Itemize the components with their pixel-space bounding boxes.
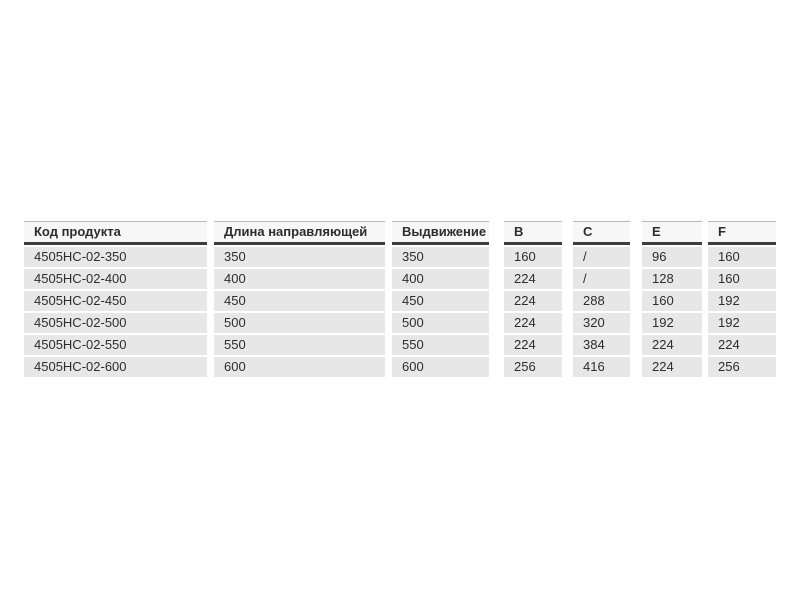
table-cell: 224: [642, 335, 702, 355]
product-spec-table: Код продукта 4505HC-02-350 4505HC-02-400…: [24, 221, 776, 377]
table-column-c: C / / 288 320 384 416: [573, 221, 630, 377]
table-cell: 500: [392, 313, 489, 333]
table-cell: 384: [573, 335, 630, 355]
table-cell: 4505HC-02-350: [24, 247, 207, 267]
table-cell: 128: [642, 269, 702, 289]
table-cell: 320: [573, 313, 630, 333]
table-cell: 256: [504, 357, 562, 377]
table-cell: 224: [504, 335, 562, 355]
table-cell: 256: [708, 357, 776, 377]
table-cell: 450: [214, 291, 385, 311]
table-cell: 192: [708, 291, 776, 311]
table-column-f: F 160 160 192 192 224 256: [708, 221, 776, 377]
table-cell: 4505HC-02-550: [24, 335, 207, 355]
table-cell: 224: [504, 269, 562, 289]
column-header-b: B: [504, 221, 562, 245]
table-cell: 224: [504, 313, 562, 333]
table-cell: 192: [708, 313, 776, 333]
table-column-b: B 160 224 224 224 224 256: [504, 221, 562, 377]
table-cell: 160: [642, 291, 702, 311]
table-cell: 350: [392, 247, 489, 267]
table-cell: 288: [573, 291, 630, 311]
table-cell: 192: [642, 313, 702, 333]
table-cell: 160: [708, 269, 776, 289]
column-header-f: F: [708, 221, 776, 245]
column-header-product-code: Код продукта: [24, 221, 207, 245]
table-cell: 500: [214, 313, 385, 333]
table-column-guide-length: Длина направляющей 350 400 450 500 550 6…: [214, 221, 385, 377]
table-cell: 224: [642, 357, 702, 377]
table-cell: 350: [214, 247, 385, 267]
table-cell: /: [573, 247, 630, 267]
table-column-e: E 96 128 160 192 224 224: [642, 221, 702, 377]
table-cell: 450: [392, 291, 489, 311]
column-header-e: E: [642, 221, 702, 245]
table-cell: 416: [573, 357, 630, 377]
table-cell: 550: [214, 335, 385, 355]
column-header-c: C: [573, 221, 630, 245]
table-cell: 4505HC-02-400: [24, 269, 207, 289]
table-cell: /: [573, 269, 630, 289]
table-cell: 224: [708, 335, 776, 355]
table-column-product-code: Код продукта 4505HC-02-350 4505HC-02-400…: [24, 221, 207, 377]
table-cell: 4505HC-02-450: [24, 291, 207, 311]
table-cell: 160: [708, 247, 776, 267]
table-cell: 400: [392, 269, 489, 289]
table-cell: 600: [214, 357, 385, 377]
table-cell: 224: [504, 291, 562, 311]
table-cell: 400: [214, 269, 385, 289]
table-cell: 4505HC-02-600: [24, 357, 207, 377]
column-header-guide-length: Длина направляющей: [214, 221, 385, 245]
table-cell: 160: [504, 247, 562, 267]
table-cell: 600: [392, 357, 489, 377]
table-cell: 550: [392, 335, 489, 355]
table-cell: 96: [642, 247, 702, 267]
column-header-extension: Выдвижение: [392, 221, 489, 245]
table-column-extension: Выдвижение 350 400 450 500 550 600: [392, 221, 489, 377]
table-cell: 4505HC-02-500: [24, 313, 207, 333]
